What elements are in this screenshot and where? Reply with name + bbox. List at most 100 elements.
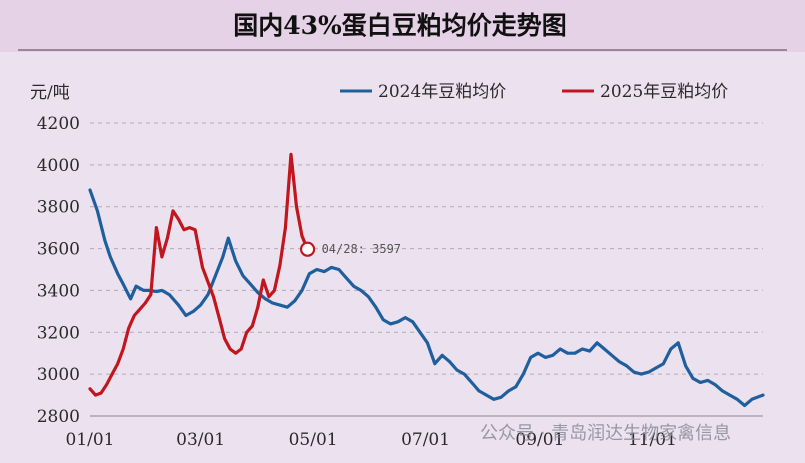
data-point [171, 209, 175, 213]
data-point [206, 293, 210, 296]
data-point [300, 289, 304, 292]
data-point [396, 320, 400, 324]
data-point [640, 372, 643, 376]
data-point [713, 383, 717, 386]
y-tick-label: 3200 [37, 323, 80, 343]
data-point [470, 381, 473, 384]
annotation: 04/28: 3597 [299, 241, 401, 257]
data-point [103, 238, 107, 242]
data-point [566, 351, 569, 355]
y-tick-label: 3800 [37, 198, 80, 218]
data-point [149, 293, 153, 296]
y-tick-label: 4000 [37, 156, 80, 176]
x-tick-label: 09/01 [515, 430, 564, 450]
data-point [367, 295, 370, 299]
data-point [654, 366, 658, 370]
data-point [239, 347, 243, 351]
title-band [0, 0, 805, 52]
data-point [448, 360, 451, 363]
data-point [721, 389, 724, 393]
data-point [492, 397, 496, 401]
data-point [249, 282, 252, 286]
series-group [88, 188, 765, 408]
x-axis-ticks: 01/01 03/01 05/01 07/01 09/01 11/01 [66, 430, 677, 450]
data-point [273, 289, 276, 292]
data-point [217, 316, 221, 319]
data-point [214, 274, 217, 278]
data-point [271, 301, 274, 305]
data-point [359, 289, 363, 292]
gridlines [90, 122, 763, 375]
data-point [536, 351, 540, 355]
data-point [177, 217, 180, 221]
data-point [160, 289, 164, 292]
y-tick-label: 2800 [37, 407, 80, 427]
data-point [676, 341, 680, 345]
data-point [352, 284, 355, 288]
data-point [440, 354, 444, 357]
data-point [116, 362, 119, 365]
y-tick-label: 3000 [37, 365, 80, 385]
data-point [462, 372, 466, 376]
data-point [403, 316, 407, 319]
data-point [212, 295, 215, 299]
data-point [522, 372, 525, 376]
data-point [499, 395, 503, 399]
y-tick-label: 3600 [37, 240, 80, 260]
x-tick-label: 07/01 [401, 430, 450, 450]
data-point [226, 236, 230, 240]
data-point [134, 284, 138, 288]
series-line [88, 152, 310, 397]
data-point [544, 356, 547, 359]
data-point [381, 318, 385, 322]
data-point [669, 347, 673, 351]
data-point [108, 255, 112, 259]
data-point [750, 397, 754, 401]
data-point [743, 404, 746, 407]
x-tick-label: 11/01 [628, 430, 677, 450]
data-point [662, 362, 665, 365]
data-point [289, 153, 293, 156]
data-point [426, 341, 429, 345]
data-point [330, 266, 333, 269]
watermark: 公众号 · 青岛润达生物家禽信息 [480, 423, 731, 444]
data-point [191, 310, 195, 313]
data-point [284, 226, 287, 229]
data-point [256, 305, 260, 309]
data-point [761, 393, 765, 397]
data-point [201, 266, 204, 269]
last-point-label: 04/28: 3597 [322, 242, 401, 256]
legend-label-2025: 2025年豆粕均价 [600, 82, 728, 102]
data-point [199, 303, 202, 307]
legend-label-2024: 2024年豆粕均价 [378, 82, 506, 102]
y-axis-ticks: 2800 3000 3200 3400 3600 3800 4000 4200 [37, 114, 80, 427]
data-point [632, 370, 636, 374]
data-point [684, 364, 687, 368]
data-point [129, 297, 132, 301]
data-point [558, 347, 562, 351]
data-point [167, 293, 171, 296]
data-point [728, 393, 732, 397]
data-point [300, 234, 304, 238]
data-point [144, 301, 147, 305]
data-point [96, 209, 99, 213]
data-point [221, 255, 225, 259]
y-axis-unit-label: 元/吨 [30, 83, 70, 103]
data-point [241, 274, 245, 278]
data-point [193, 228, 197, 232]
data-point [617, 360, 621, 363]
data-point [110, 372, 114, 376]
data-point [433, 362, 437, 365]
data-point [625, 364, 628, 368]
last-point-marker [299, 241, 316, 257]
data-point [121, 347, 125, 351]
data-point [155, 226, 158, 229]
data-point [285, 305, 289, 309]
data-point [295, 205, 298, 209]
data-point [322, 270, 326, 273]
data-point [160, 255, 164, 259]
data-point [337, 268, 341, 271]
x-tick-label: 05/01 [289, 430, 338, 450]
data-point [250, 324, 254, 328]
